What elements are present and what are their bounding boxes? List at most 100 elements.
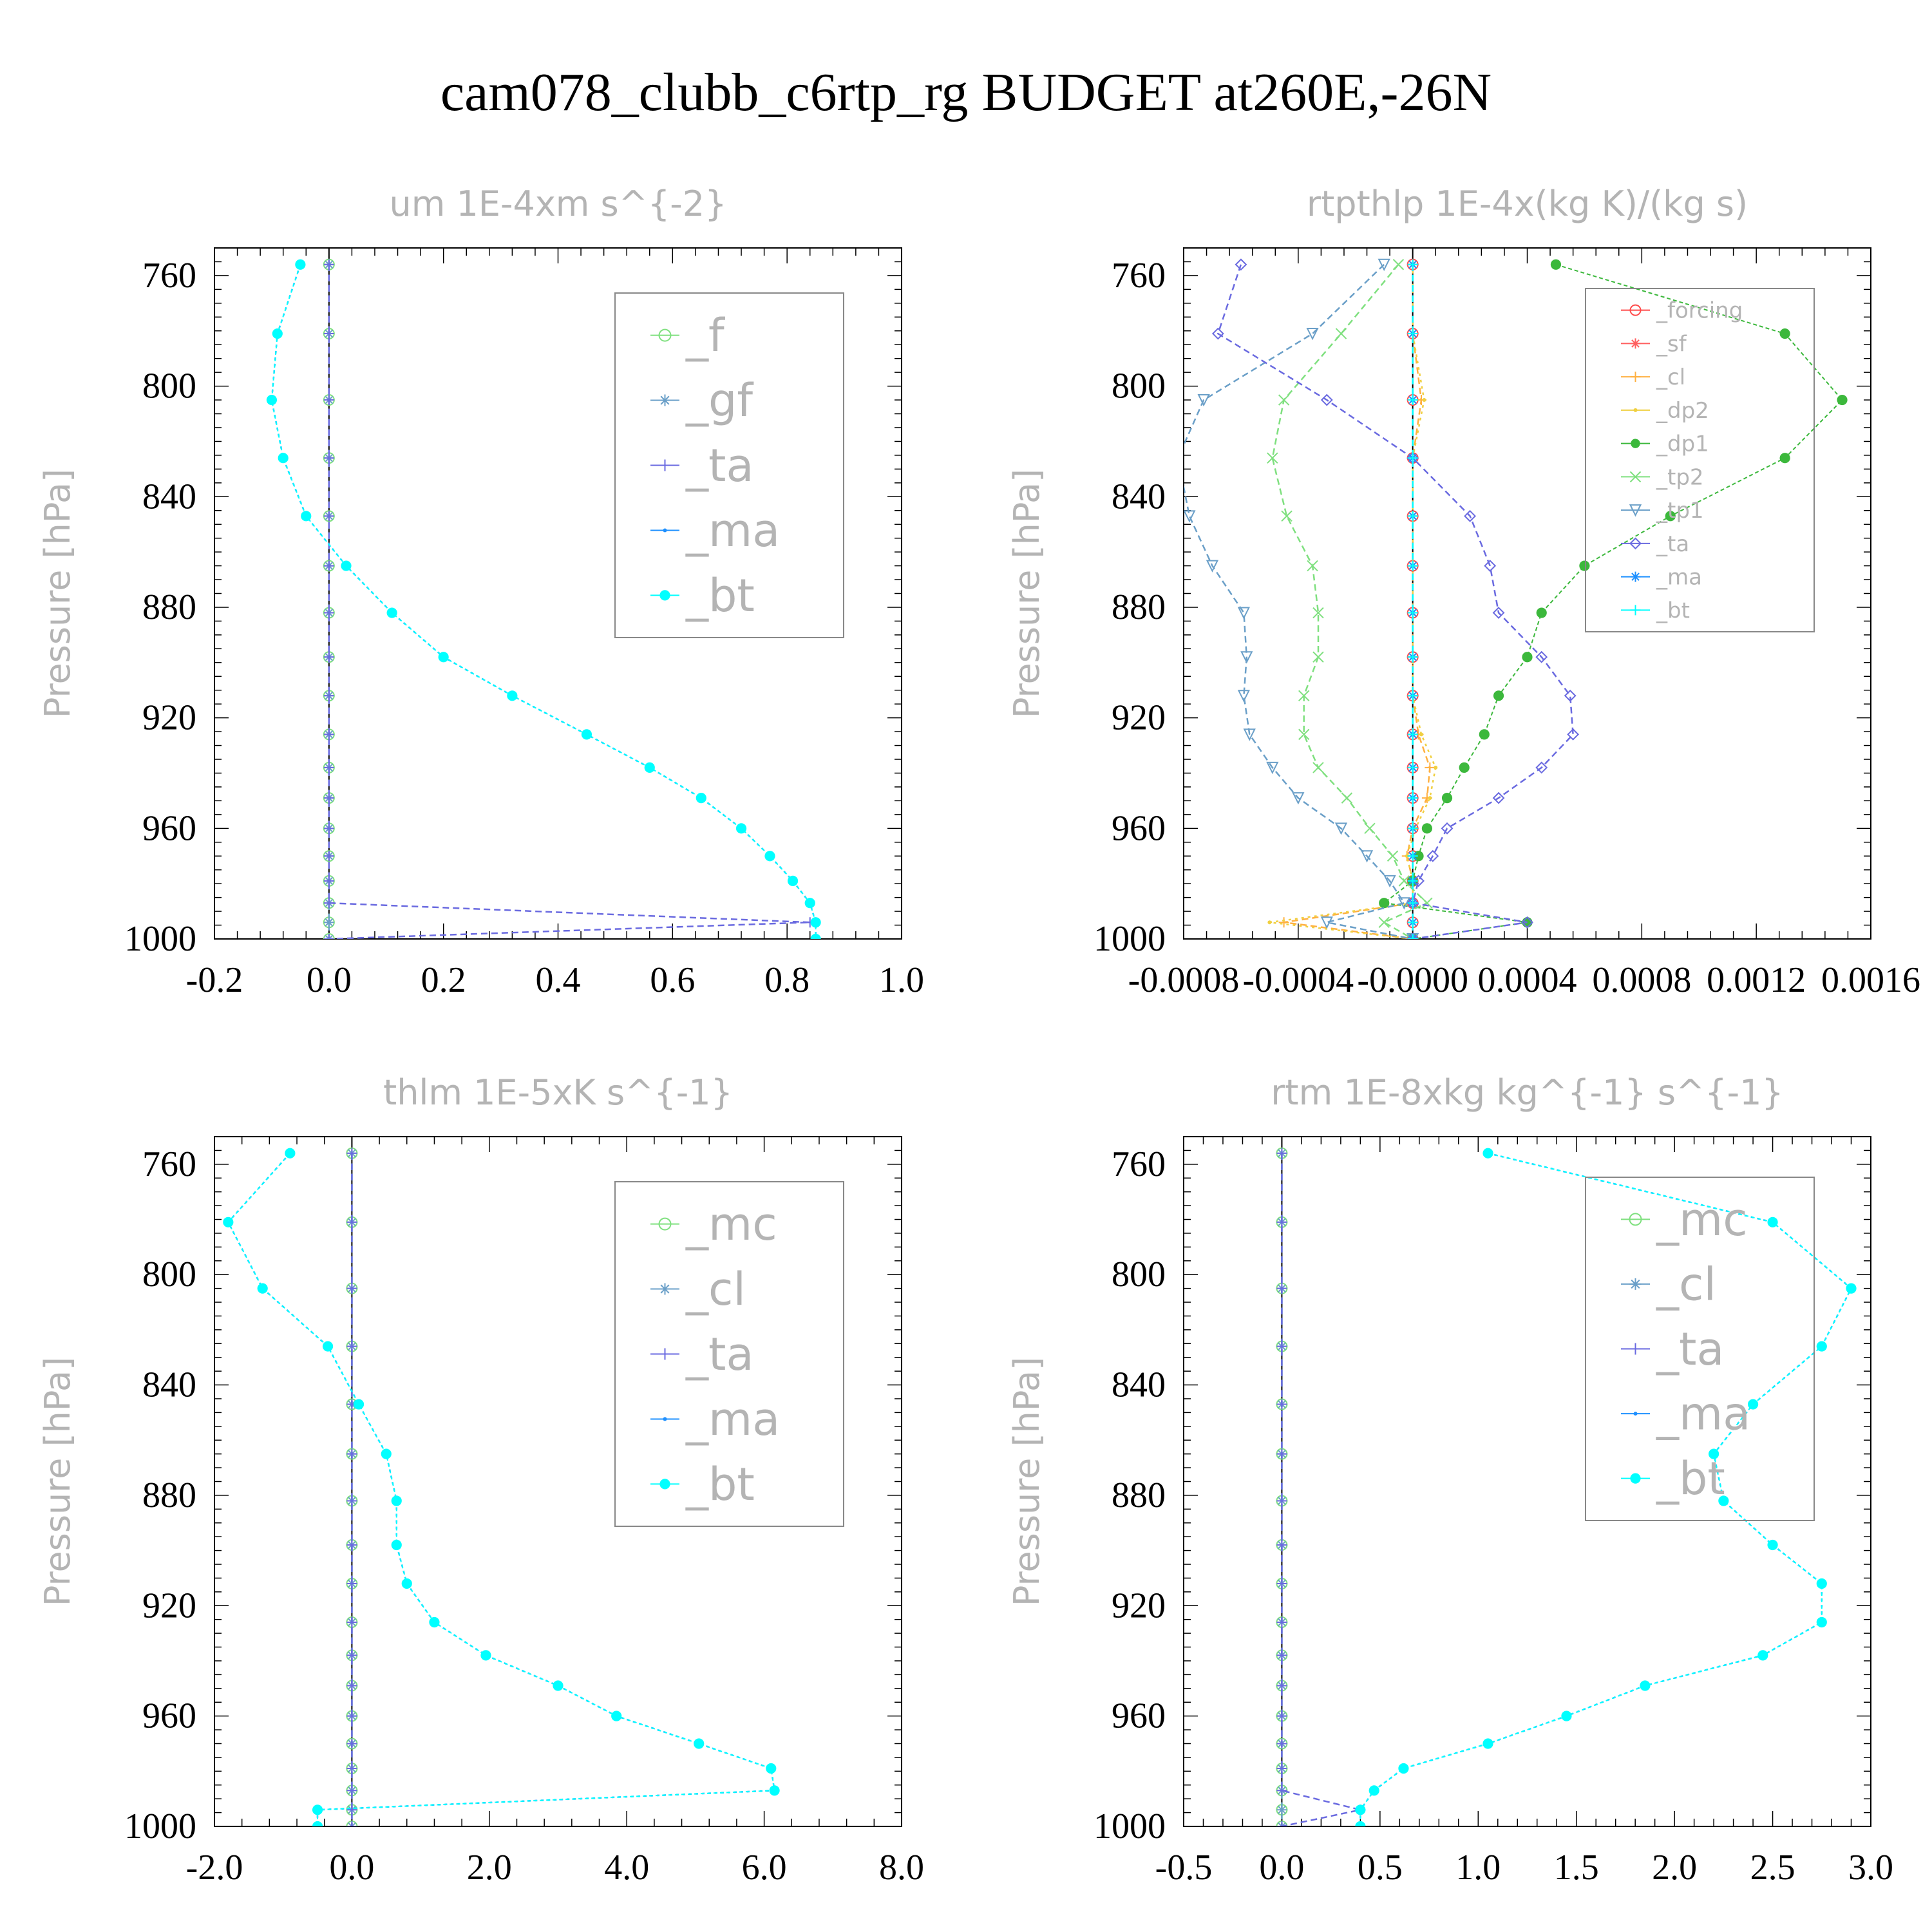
y-tick-label: 760 — [142, 256, 196, 296]
point-bt — [1407, 607, 1418, 618]
y-tick-label: 960 — [142, 1696, 196, 1736]
point-dp1 — [1522, 652, 1533, 663]
y-axis-label: Pressure [hPa] — [1007, 1357, 1047, 1606]
point-tp1 — [1266, 761, 1279, 775]
point-tp1 — [1184, 510, 1196, 523]
point-bt — [1355, 1821, 1366, 1826]
point-tp2 — [1267, 452, 1278, 464]
y-axis-label: Pressure [hPa] — [1007, 469, 1047, 718]
legend: _mc _cl _ta _ma _bt — [1585, 1177, 1815, 1521]
point-bt — [1398, 1763, 1409, 1774]
legend-marker — [1633, 1412, 1638, 1416]
point-ta — [323, 793, 334, 804]
point-tp2 — [1421, 897, 1433, 909]
point-bt — [810, 933, 821, 939]
series-layer — [223, 1147, 780, 1826]
point-ta — [1276, 1217, 1287, 1227]
legend-label: _sf — [1656, 331, 1687, 357]
legend-frame — [614, 292, 844, 638]
point-tp1 — [1197, 394, 1210, 407]
legend-marker — [1630, 571, 1641, 582]
point-ta — [323, 851, 334, 862]
point-bt — [787, 875, 799, 886]
legend-marker — [659, 394, 671, 406]
plot-frame — [214, 1136, 902, 1827]
point-bt — [1407, 851, 1418, 862]
point-ta — [1276, 1738, 1287, 1749]
point-bt — [1407, 793, 1418, 804]
point-ta — [1276, 1341, 1287, 1352]
plot-frame — [214, 247, 902, 940]
legend-label: _ma — [1656, 565, 1702, 591]
point-bt — [1816, 1341, 1827, 1352]
point-bt — [301, 511, 312, 522]
y-tick-label: 960 — [1112, 1696, 1166, 1736]
legend-frame — [1585, 288, 1815, 632]
point-tp1 — [1292, 792, 1305, 805]
point-ta — [323, 934, 334, 939]
point-bt — [386, 607, 397, 618]
point-ta — [346, 1341, 357, 1352]
point-bt — [312, 1821, 323, 1826]
point-bt — [1407, 511, 1418, 522]
point-dp2 — [1405, 854, 1409, 858]
series-line-tp2 — [1271, 264, 1429, 939]
point-ta — [1276, 1578, 1287, 1589]
point-tp2 — [1312, 651, 1324, 663]
x-tick-label: 0.0004 — [1478, 960, 1577, 1000]
point-ta — [1535, 761, 1548, 774]
x-tick-label: 0.5 — [1358, 1848, 1403, 1888]
point-dp1 — [1837, 394, 1848, 406]
x-tick-label: 0.0016 — [1821, 960, 1920, 1000]
point-ta — [323, 395, 334, 406]
point-bt — [581, 729, 592, 740]
series-line-bt — [270, 264, 817, 939]
point-bt — [1407, 917, 1418, 928]
x-tick-label: 0.4 — [536, 960, 581, 1000]
point-bt — [1757, 1650, 1768, 1661]
point-dp1 — [1379, 898, 1390, 909]
point-ta — [1276, 1821, 1287, 1826]
point-ta — [346, 1448, 357, 1459]
legend-marker — [663, 528, 667, 533]
x-tick-label: -0.5 — [1155, 1848, 1213, 1888]
point-bt — [1355, 1804, 1366, 1815]
legend-marker — [1629, 537, 1642, 550]
point-bt — [1561, 1710, 1572, 1721]
point-ta — [1320, 393, 1333, 406]
legend-marker — [1630, 338, 1641, 349]
legend-label: _bt — [1656, 598, 1690, 623]
x-tick-label: 2.5 — [1750, 1848, 1795, 1888]
point-bt — [694, 1738, 705, 1749]
point-cl — [1425, 762, 1435, 773]
point-bt — [1747, 1399, 1759, 1410]
panel-4: 760 800 840 880 920 960 1000-0.5 0.0 0.5 1.0 1.5 2.… — [1007, 1072, 1893, 1888]
legend-label: _ta — [685, 439, 753, 492]
legend-marker — [659, 1479, 670, 1490]
x-tick-label: 0.0 — [1259, 1848, 1304, 1888]
y-tick-label: 920 — [1112, 698, 1166, 738]
point-ta — [323, 560, 334, 571]
legend-marker — [1630, 605, 1641, 616]
point-tp1 — [1378, 258, 1390, 271]
point-bt — [1407, 762, 1418, 773]
legend-label: _ta — [1656, 1323, 1724, 1376]
point-bt — [1407, 690, 1418, 701]
point-tp2 — [1387, 850, 1399, 862]
y-tick-label: 880 — [1112, 1475, 1166, 1515]
point-bt — [1407, 453, 1418, 464]
x-tick-label: 0.0 — [307, 960, 352, 1000]
point-bt — [1407, 652, 1418, 663]
y-tick-label: 840 — [142, 477, 196, 516]
point-ta — [346, 1148, 357, 1159]
point-bt — [1767, 1217, 1778, 1227]
point-bt — [553, 1680, 564, 1691]
point-ta — [323, 762, 334, 773]
point-ta — [1211, 327, 1224, 340]
point-ta — [346, 1650, 357, 1661]
panel-title: thlm 1E-5xK s^{-1} — [383, 1072, 733, 1113]
point-ta — [1521, 916, 1533, 929]
point-bt — [507, 690, 518, 701]
point-bt — [1407, 560, 1418, 571]
point-tp1 — [1334, 822, 1348, 835]
